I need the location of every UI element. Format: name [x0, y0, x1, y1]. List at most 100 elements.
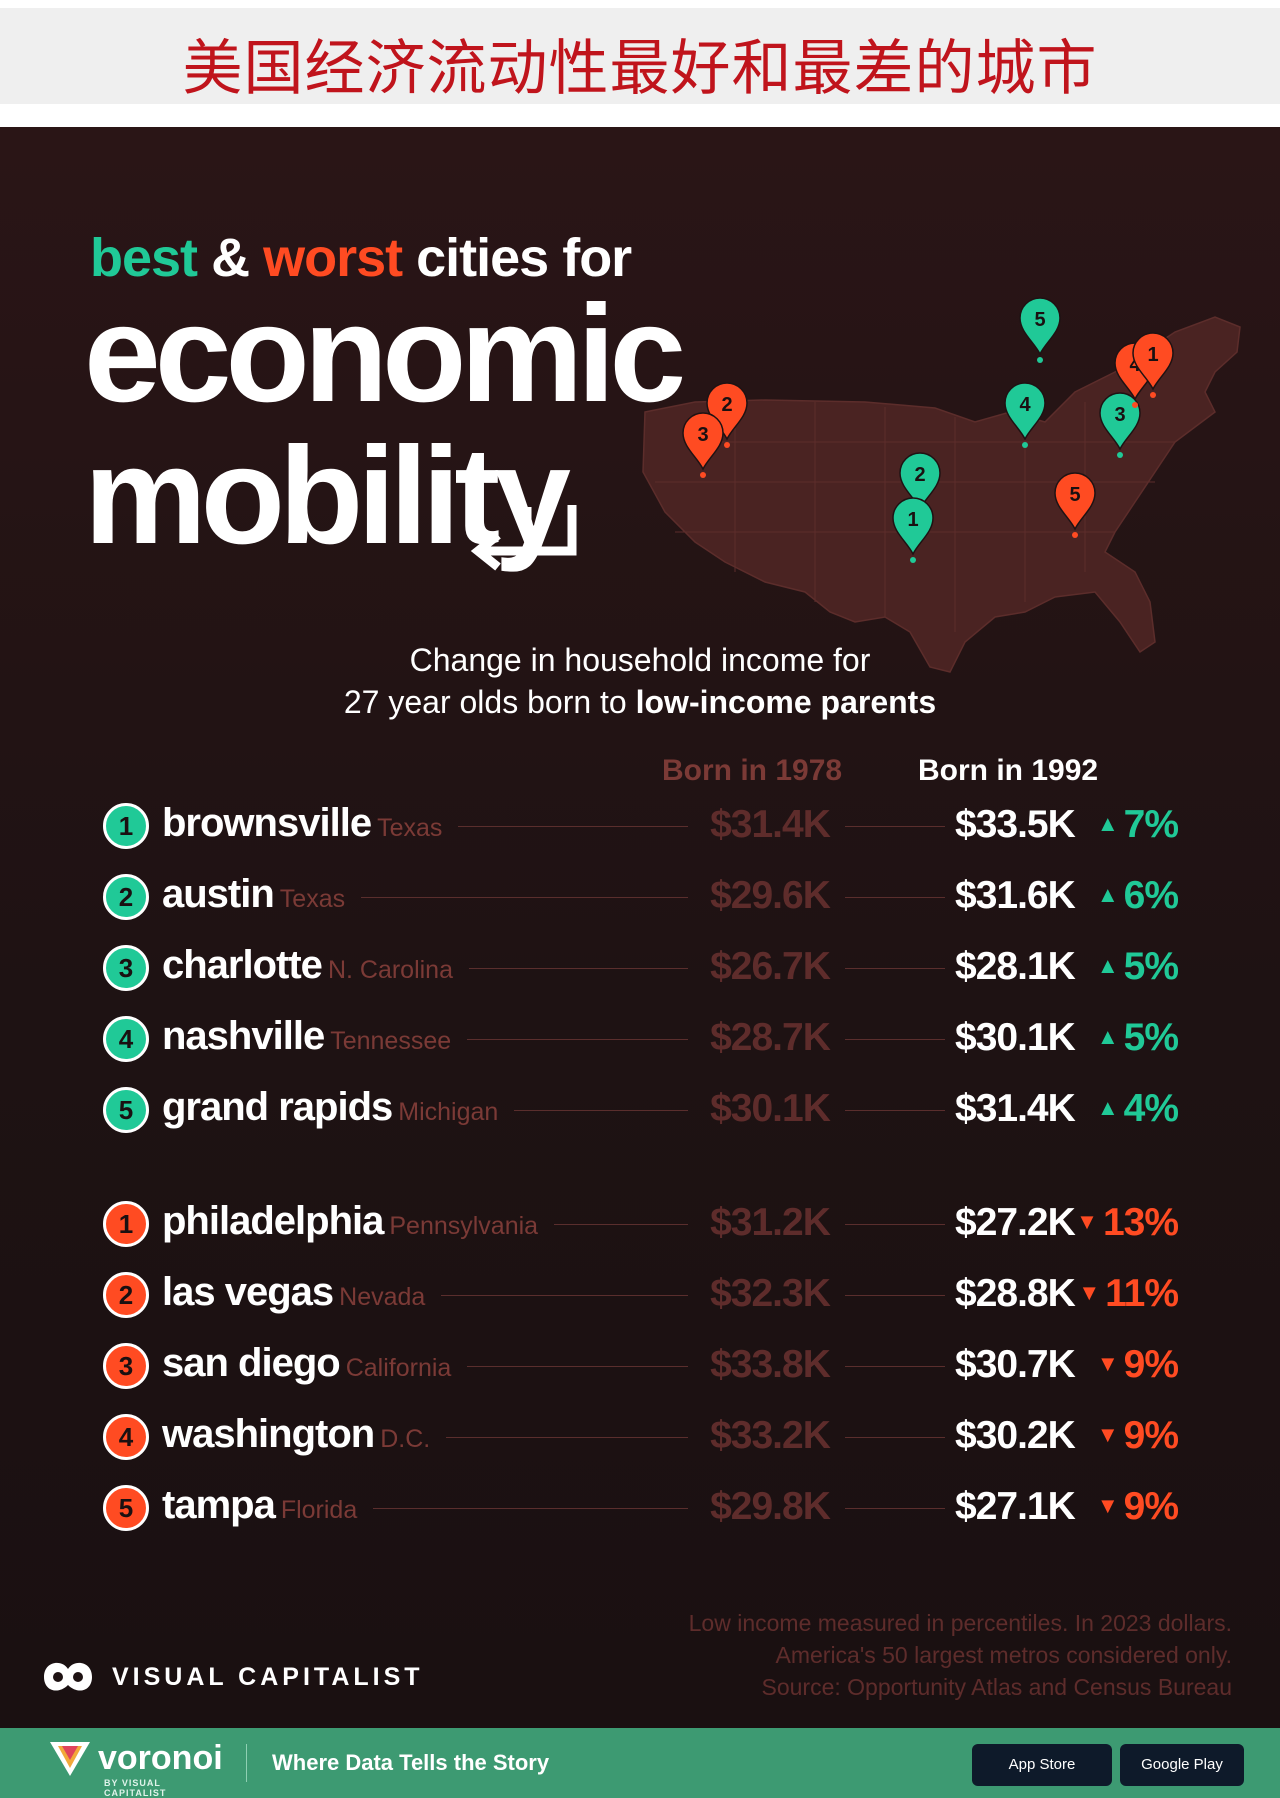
rank-badge: 3 — [103, 1343, 149, 1389]
value-1978: $30.1K — [710, 1087, 831, 1130]
banner-title: 美国经济流动性最好和最差的城市 — [182, 34, 1098, 104]
change-percent: 9% — [1123, 1343, 1179, 1386]
change-value: ▲ 7% — [1096, 803, 1179, 847]
city-label: washington D.C. — [162, 1412, 430, 1457]
table-row: 1 brownsville Texas $31.4K $33.5K ▲ 7% — [0, 795, 1280, 855]
value-1992: $27.1K — [955, 1485, 1076, 1528]
city-state: Pennsylvania — [389, 1212, 539, 1240]
table-row: 4 washington D.C. $33.2K $30.2K ▼ 9% — [0, 1406, 1280, 1466]
table-row: 5 tampa Florida $29.8K $27.1K ▼ 9% — [0, 1477, 1280, 1537]
footer-bar: voronoi BY VISUAL CAPITALIST Where Data … — [0, 1728, 1280, 1798]
change-value: ▲ 5% — [1097, 1016, 1179, 1060]
voronoi-logo: voronoi BY VISUAL CAPITALIST — [48, 1738, 223, 1798]
app-store-badge[interactable]: App Store — [972, 1744, 1112, 1786]
map-pin-label: 3 — [1114, 404, 1125, 426]
city-name: austin — [162, 872, 275, 916]
connector-line — [845, 1508, 945, 1509]
change-value: ▲ 6% — [1097, 874, 1179, 918]
headline-economic: economic — [84, 277, 686, 431]
triangle-down-icon: ▼ — [1096, 1493, 1119, 1518]
map-pin-label: 5 — [1034, 309, 1045, 331]
city-name: tampa — [162, 1483, 276, 1527]
city-label: austin Texas — [162, 872, 345, 917]
voronoi-mark-icon — [50, 1742, 90, 1776]
value-1992: $28.1K — [955, 945, 1076, 988]
map-pin-best: 5 — [1019, 297, 1061, 363]
footer-divider — [246, 1744, 247, 1782]
value-1978: $31.4K — [710, 803, 831, 846]
headline-top: best & worst cities for — [90, 227, 632, 289]
headline-rest: cities for — [416, 228, 632, 288]
footnote: Low income measured in percentiles. In 2… — [689, 1607, 1232, 1703]
subtitle: Change in household income for 27 year o… — [0, 639, 1280, 723]
change-value: ▼ 9% — [1097, 1343, 1179, 1387]
map-pin-best: 3 — [1099, 392, 1141, 458]
leader-line — [373, 1508, 688, 1509]
city-name: charlotte — [162, 943, 323, 987]
triangle-up-icon: ▲ — [1096, 1095, 1119, 1120]
change-value: ▼ 9% — [1097, 1414, 1179, 1458]
leader-line — [458, 826, 688, 827]
rank-badge: 2 — [103, 1272, 149, 1318]
map-pin-best: 1 — [892, 497, 934, 563]
map-pin-label: 4 — [1019, 394, 1031, 416]
subtitle-line1: Change in household income for — [409, 642, 871, 678]
footer-tagline: Where Data Tells the Story — [272, 1750, 550, 1775]
value-1978: $31.2K — [710, 1201, 831, 1244]
connector-line — [845, 1366, 945, 1367]
change-value: ▼ 11% — [1078, 1272, 1179, 1316]
city-state: California — [345, 1354, 452, 1382]
subtitle-bold: low-income parents — [635, 684, 937, 720]
city-state: D.C. — [380, 1425, 431, 1453]
table-row: 1 philadelphia Pennsylvania $31.2K $27.2K ▼ 13… — [0, 1193, 1280, 1253]
triangle-up-icon: ▲ — [1096, 953, 1119, 978]
city-label: nashville Tennessee — [162, 1014, 451, 1059]
map-pin-label: 5 — [1069, 484, 1080, 506]
headline-best: best — [90, 228, 198, 288]
visual-capitalist-logo: VISUAL CAPITALIST — [40, 1655, 424, 1699]
map-pin-label: 1 — [907, 509, 918, 531]
city-state: Florida — [280, 1496, 358, 1524]
map-pin-label: 2 — [721, 394, 732, 416]
table-row: 4 nashville Tennessee $28.7K $30.1K ▲ 5% — [0, 1008, 1280, 1068]
change-value: ▼ 9% — [1096, 1485, 1179, 1529]
leader-line — [467, 1366, 688, 1367]
value-1992: $30.7K — [955, 1343, 1076, 1386]
value-1992: $28.8K — [955, 1272, 1076, 1315]
triangle-down-icon: ▼ — [1076, 1209, 1098, 1234]
leader-line — [446, 1437, 688, 1438]
connector-line — [845, 1110, 945, 1111]
city-state: Texas — [377, 814, 443, 842]
footnote-line: Source: Opportunity Atlas and Census Bur… — [761, 1674, 1232, 1700]
change-percent: 11% — [1105, 1272, 1179, 1315]
vc-mark-icon — [44, 1662, 92, 1691]
infographic-poster: best & worst cities for economic mobilit… — [0, 127, 1280, 1728]
value-1978: $29.6K — [710, 874, 831, 917]
value-1992: $27.2K — [955, 1201, 1076, 1244]
change-percent: 5% — [1123, 1016, 1179, 1059]
table-row: 5 grand rapids Michigan $30.1K $31.4K ▲ 4% — [0, 1079, 1280, 1139]
city-label: san diego California — [162, 1341, 451, 1386]
map-pin-best: 4 — [1004, 382, 1046, 448]
google-play-badge[interactable]: Google Play — [1120, 1744, 1244, 1786]
city-name: las vegas — [162, 1270, 334, 1314]
voronoi-byline: BY VISUAL CAPITALIST — [104, 1778, 167, 1798]
map-pin-label: 2 — [914, 464, 925, 486]
connector-line — [845, 897, 945, 898]
leader-line — [554, 1224, 688, 1225]
column-header-1992: Born in 1992 — [918, 754, 1099, 787]
headline-worst: worst — [263, 228, 403, 288]
change-percent: 9% — [1123, 1414, 1179, 1457]
leader-line — [441, 1295, 688, 1296]
column-header-1978: Born in 1978 — [662, 754, 843, 787]
footnote-line: Low income measured in percentiles. In 2… — [688, 1610, 1232, 1636]
mobility-arrow-icon — [470, 505, 577, 571]
city-label: las vegas Nevada — [162, 1270, 425, 1315]
triangle-up-icon: ▲ — [1096, 811, 1119, 836]
city-label: brownsville Texas — [162, 801, 442, 846]
city-state: Nevada — [339, 1283, 426, 1311]
city-state: Tennessee — [330, 1027, 452, 1055]
value-1978: $33.8K — [710, 1343, 831, 1386]
